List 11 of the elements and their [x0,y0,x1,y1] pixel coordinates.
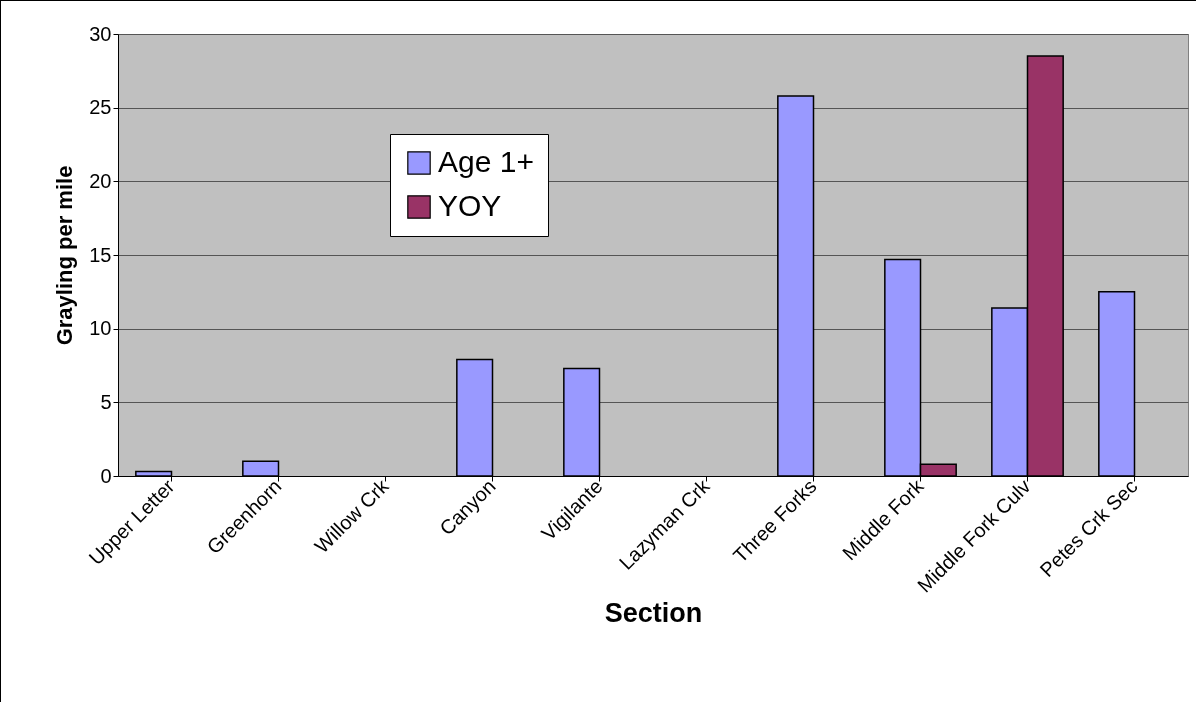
y-tick-label: 20 [89,169,112,192]
y-axis-title: Grayling per mile [52,165,78,346]
y-tick-label: 10 [89,317,112,340]
y-tick-label: 5 [100,390,112,413]
y-tick-label: 30 [89,22,112,45]
y-tick-label: 15 [89,243,112,266]
legend-label: Age 1+ [438,145,534,178]
x-axis-title: Section [604,597,703,628]
y-tick-label: 0 [100,464,112,487]
y-tick-label: 25 [89,96,112,119]
legend-label: YOY [438,189,502,222]
